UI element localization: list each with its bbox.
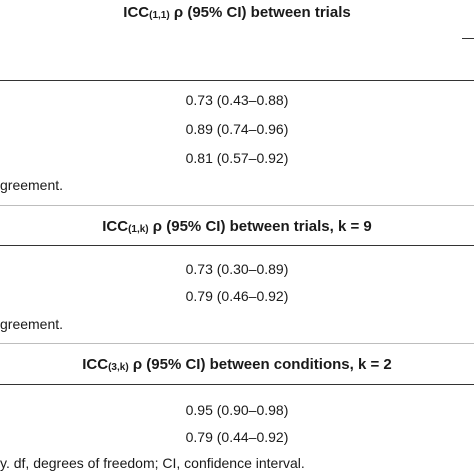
table-2-header: ICC(1,k) ρ (95% CI) between trials, k = … xyxy=(0,218,474,235)
table-1-value-3: 0.81 (0.57–0.92) xyxy=(185,150,289,166)
table-2-header-rule xyxy=(0,245,474,246)
header-prefix: ICC xyxy=(102,218,129,235)
header-suffix: ρ (95% CI) between trials, k = 9 xyxy=(148,218,372,235)
table-2-value-2: 0.79 (0.46–0.92) xyxy=(185,288,289,304)
table-3-header: ICC(3,k) ρ (95% CI) between conditions, … xyxy=(0,356,474,373)
table-1-value-2: 0.89 (0.74–0.96) xyxy=(185,121,289,137)
header-top-border xyxy=(462,38,474,39)
table-1-footnote: greement. xyxy=(0,177,64,193)
table-2-bottom-rule xyxy=(0,343,474,344)
header-subscript: (3,k) xyxy=(108,362,129,373)
header-subscript: (1,1) xyxy=(149,10,170,21)
header-prefix: ICC xyxy=(82,356,109,373)
table-3-value-1: 0.95 (0.90–0.98) xyxy=(185,402,289,418)
table-3-value-2: 0.79 (0.44–0.92) xyxy=(185,429,289,445)
header-subscript: (1,k) xyxy=(128,224,149,235)
table-2-footnote: greement. xyxy=(0,316,64,332)
header-suffix: ρ (95% CI) between conditions, k = 2 xyxy=(128,356,392,373)
header-suffix: ρ (95% CI) between trials xyxy=(169,4,351,21)
table-2-value-1: 0.73 (0.30–0.89) xyxy=(185,261,289,277)
table-1-value-1: 0.73 (0.43–0.88) xyxy=(185,92,289,108)
table-1-bottom-rule xyxy=(0,205,474,206)
table-1-header-rule xyxy=(0,80,474,81)
table-3-footnote: y. df, degrees of freedom; CI, confidenc… xyxy=(0,455,305,471)
table-3-header-rule xyxy=(0,384,474,385)
table-1-header: ICC(1,1) ρ (95% CI) between trials xyxy=(0,4,474,21)
header-prefix: ICC xyxy=(123,4,150,21)
